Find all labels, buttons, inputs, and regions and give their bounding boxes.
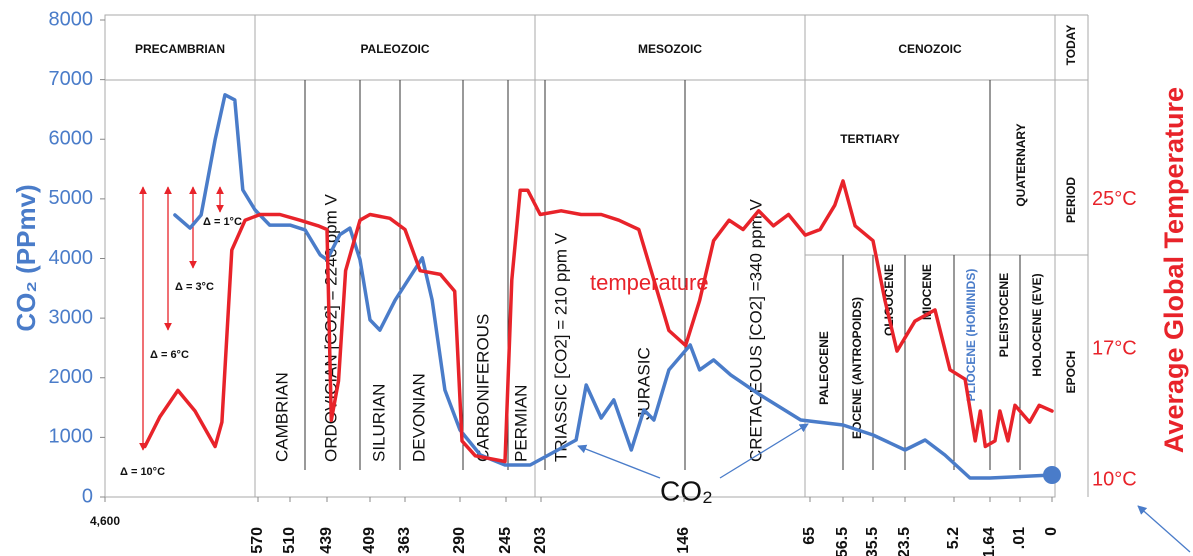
end-point <box>1043 465 1061 484</box>
y2-axis-title: Average Global Temperature <box>1159 87 1189 453</box>
period-label: TRIASSIC [CO2] = 210 ppm V <box>551 232 570 462</box>
period-label: TERTIARY <box>840 132 900 146</box>
y2-tick-label: 10°C <box>1092 468 1137 490</box>
period-dividers <box>304 80 1021 470</box>
series-annotation: CO₂ <box>660 475 713 506</box>
x-tick-label: 409 <box>361 527 378 554</box>
delta-label: Δ = 10°C <box>120 466 165 478</box>
x-tick-label: 23.5 <box>896 527 913 556</box>
period-label: SILURIAN <box>369 384 388 462</box>
series-line <box>143 179 1054 464</box>
delta-label: Δ = 1°C <box>203 216 242 228</box>
x-tick-label: .01 <box>1011 527 1028 549</box>
column-label: EPOCH <box>1064 351 1078 394</box>
delta-label: Δ = 6°C <box>150 349 189 361</box>
x-tick-label: 5.2 <box>945 527 962 549</box>
period-label: CAMBRIAN <box>272 372 291 462</box>
y-axis-title: CO₂ (PPmv) <box>11 184 41 331</box>
y-tick-label: 0 <box>82 485 93 507</box>
series-annotation: temperature <box>590 270 709 295</box>
y-tick-label: 1000 <box>49 426 94 448</box>
period-label: JURASIC <box>634 347 653 420</box>
era-label: PALEOZOIC <box>360 42 429 56</box>
epoch-label: EOCENE (ANTROPOIDS) <box>850 297 864 439</box>
epoch-label: OLIGOCENE <box>882 264 896 336</box>
epoch-label: PLEISTOCENE <box>997 273 1011 357</box>
x-tick-label: 1.64 <box>981 527 998 556</box>
x-tick-label: 35.5 <box>864 527 881 556</box>
delta-label: Δ = 3°C <box>175 281 214 293</box>
x-tick-label: 510 <box>281 527 298 554</box>
epoch-label: PLIOCENE (HOMINIDS) <box>964 269 978 402</box>
x-tick-label: 290 <box>451 527 468 554</box>
x-tick-label: 439 <box>318 527 335 554</box>
annotation-arrow <box>719 423 809 479</box>
y-tick-label: 7000 <box>49 68 94 90</box>
epoch-label: PALEOCENE <box>817 331 831 405</box>
y-tick-label: 2000 <box>49 366 94 388</box>
y2-tick-label: 17°C <box>1092 338 1137 360</box>
y-tick-label: 4000 <box>49 247 94 269</box>
y-tick-label: 3000 <box>49 306 94 328</box>
epoch-label: MIOCENE <box>920 264 934 320</box>
annotation-arrow <box>1137 505 1191 553</box>
period-label: DEVONIAN <box>409 373 428 462</box>
x-tick-label: 146 <box>675 527 692 554</box>
era-label: MESOZOIC <box>638 42 702 56</box>
column-label: TODAY <box>1064 25 1078 66</box>
period-label: QUATERNARY <box>1014 123 1028 206</box>
x-tick-label: 363 <box>396 527 413 554</box>
column-label: PERIOD <box>1064 177 1078 223</box>
annotation-arrow <box>577 444 661 479</box>
y-tick-label: 6000 <box>49 128 94 150</box>
x-tick-label: 0 <box>1043 527 1060 536</box>
period-label: PERMIAN <box>511 385 530 462</box>
era-label: PRECAMBRIAN <box>135 42 225 56</box>
y-tick-label: 5000 <box>49 187 94 209</box>
x-tick-label: 65 <box>801 527 818 545</box>
period-label: CARBONIFEROUS <box>473 314 492 462</box>
epoch-label: HOLOCENE (EVE) <box>1030 273 1044 376</box>
plot-frame <box>104 14 1056 498</box>
y-tick-label: 8000 <box>49 8 94 30</box>
x-tick-label: 245 <box>497 527 514 554</box>
period-label: CRETACEOUS [CO2] =340 ppm V <box>746 199 765 462</box>
era-label: CENOZOIC <box>898 42 962 56</box>
x-tick-label: 203 <box>532 527 549 554</box>
x-tick-label: 4,600 <box>90 514 120 528</box>
x-tick-label: 56.5 <box>834 527 851 556</box>
y2-tick-label: 25°C <box>1092 188 1137 210</box>
x-tick-label: 570 <box>249 527 266 554</box>
